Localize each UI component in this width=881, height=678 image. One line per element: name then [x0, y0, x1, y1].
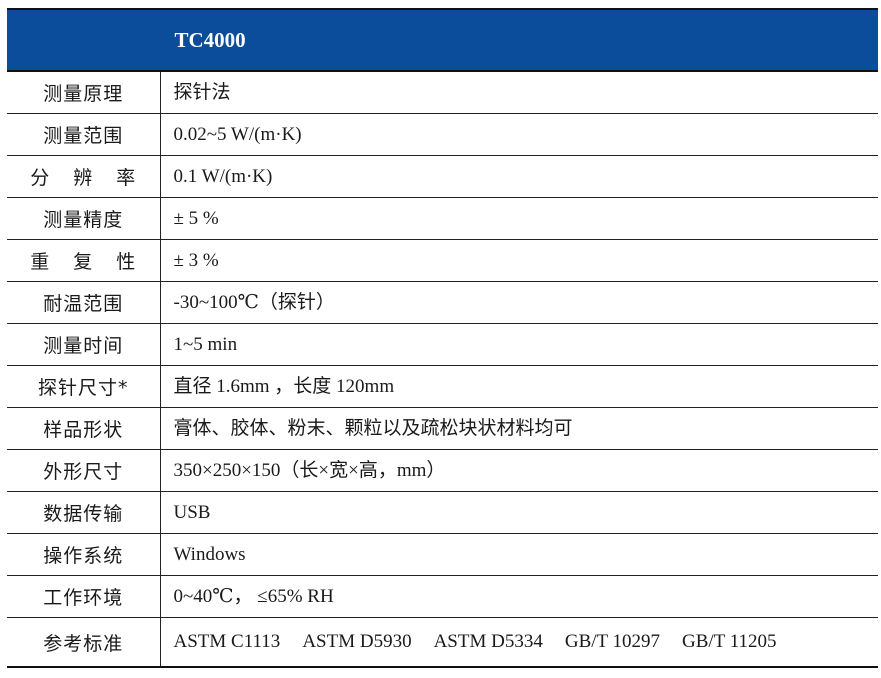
table-row: 样品形状 膏体、胶体、粉末、颗粒以及疏松块状材料均可 — [7, 407, 878, 450]
row-value: 1~5 min — [160, 323, 878, 366]
table-row: 参考标准 ASTM C1113 ASTM D5930 ASTM D5334 GB… — [7, 617, 878, 668]
row-label: 测量范围 — [7, 113, 161, 156]
standards-list: ASTM C1113 ASTM D5930 ASTM D5334 GB/T 10… — [174, 631, 867, 653]
table-row: 测量范围 0.02~5 W/(m·K) — [7, 113, 878, 156]
table-row: 分 辨 率 0.1 W/(m·K) — [7, 155, 878, 198]
table-row: 操作系统 Windows — [7, 533, 878, 576]
standard-item: GB/T 11205 — [682, 631, 777, 652]
table-row: 测量时间 1~5 min — [7, 323, 878, 366]
table-row: 外形尺寸 350×250×150（长×宽×高，mm） — [7, 449, 878, 492]
row-value: 膏体、胶体、粉末、颗粒以及疏松块状材料均可 — [160, 407, 878, 450]
row-value: ± 3 % — [160, 239, 878, 282]
table-row: 数据传输 USB — [7, 491, 878, 534]
standard-item: ASTM C1113 — [173, 631, 281, 652]
model-name: TC4000 — [160, 8, 878, 72]
row-value: -30~100℃（探针） — [160, 281, 878, 324]
row-label: 外形尺寸 — [7, 449, 161, 492]
row-label: 样品形状 — [7, 407, 161, 450]
table-row: 重 复 性 ± 3 % — [7, 239, 878, 282]
row-value: USB — [160, 491, 878, 534]
standard-item: GB/T 10297 — [564, 631, 661, 652]
row-label: 操作系统 — [7, 533, 161, 576]
row-value: 0.1 W/(m·K) — [160, 155, 878, 198]
row-value: 直径 1.6mm ，长度 120mm — [160, 365, 878, 408]
row-label: 参考标准 — [7, 617, 161, 668]
row-label: 测量原理 — [7, 71, 161, 114]
row-label: 重 复 性 — [7, 239, 161, 282]
row-label: 测量精度 — [7, 197, 161, 240]
row-label: 探针尺寸* — [7, 365, 161, 408]
row-value: 350×250×150（长×宽×高，mm） — [160, 449, 878, 492]
header-row: TC4000 — [7, 8, 878, 72]
row-label: 耐温范围 — [7, 281, 161, 324]
table-row: 探针尺寸* 直径 1.6mm ，长度 120mm — [7, 365, 878, 408]
reference-standards: ASTM C1113 ASTM D5930 ASTM D5334 GB/T 10… — [160, 617, 878, 668]
row-value: 探针法 — [160, 71, 878, 114]
row-label: 工作环境 — [7, 575, 161, 618]
spec-table: TC4000 测量原理 探针法 测量范围 0.02~5 W/(m·K) 分 辨 … — [7, 8, 878, 668]
table-row: 测量原理 探针法 — [7, 71, 878, 114]
row-label: 分 辨 率 — [7, 155, 161, 198]
row-label: 测量时间 — [7, 323, 161, 366]
header-blank-cell — [7, 8, 161, 72]
row-label: 数据传输 — [7, 491, 161, 534]
row-value: 0.02~5 W/(m·K) — [160, 113, 878, 156]
row-value: ± 5 % — [160, 197, 878, 240]
table-row: 测量精度 ± 5 % — [7, 197, 878, 240]
row-value: 0~40℃， ≤65% RH — [160, 575, 878, 618]
standard-item: ASTM D5930 — [302, 631, 412, 652]
row-value: Windows — [160, 533, 878, 576]
table-row: 工作环境 0~40℃， ≤65% RH — [7, 575, 878, 618]
standard-item: ASTM D5334 — [433, 631, 543, 652]
table-row: 耐温范围 -30~100℃（探针） — [7, 281, 878, 324]
